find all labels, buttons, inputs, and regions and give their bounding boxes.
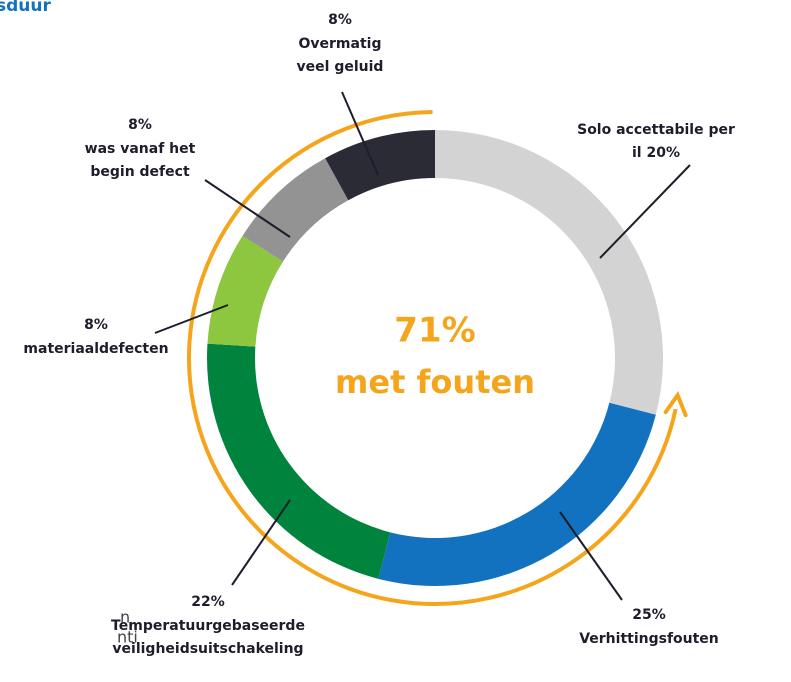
donut-slice [378, 402, 656, 586]
heading-fragment: sduur [0, 0, 51, 16]
slice-label: veiligheidsuitschakeling [112, 641, 303, 657]
slice-label: Verhittingsfouten [579, 631, 719, 647]
donut-slice [206, 343, 391, 579]
slice-label: Overmatig [299, 36, 382, 52]
donut-slice [325, 130, 435, 201]
slice-label: begin defect [90, 164, 190, 180]
progress-arc [187, 110, 678, 606]
center-caption: met fouten [335, 363, 535, 401]
slice-label: il 20% [632, 145, 680, 161]
arrow-head [663, 390, 688, 418]
leader-line [341, 91, 379, 176]
leader-line [204, 179, 291, 238]
slice-label: veel geluid [297, 59, 384, 75]
slice-label: Solo accettabile per [577, 122, 735, 138]
donut-slice [435, 130, 663, 415]
value-label: 22% [191, 594, 225, 610]
value-label: 25% [632, 607, 666, 623]
center-value: 71% [394, 311, 475, 351]
leader-line [154, 304, 229, 334]
slice-label: was vanaf het [85, 141, 196, 157]
donut-slice [242, 158, 349, 262]
donut-slice [207, 235, 284, 347]
leader-line [231, 499, 291, 586]
value-label: 8% [128, 117, 152, 133]
slice-label: Temperatuurgebaseerde [111, 618, 305, 634]
leader-line [559, 511, 623, 601]
leader-line [599, 164, 691, 259]
body-fragment: nti [117, 628, 138, 647]
body-fragment: n [120, 608, 130, 627]
slice-label: materiaaldefecten [23, 341, 168, 357]
value-label: 8% [84, 317, 108, 333]
value-label: 8% [328, 12, 352, 28]
